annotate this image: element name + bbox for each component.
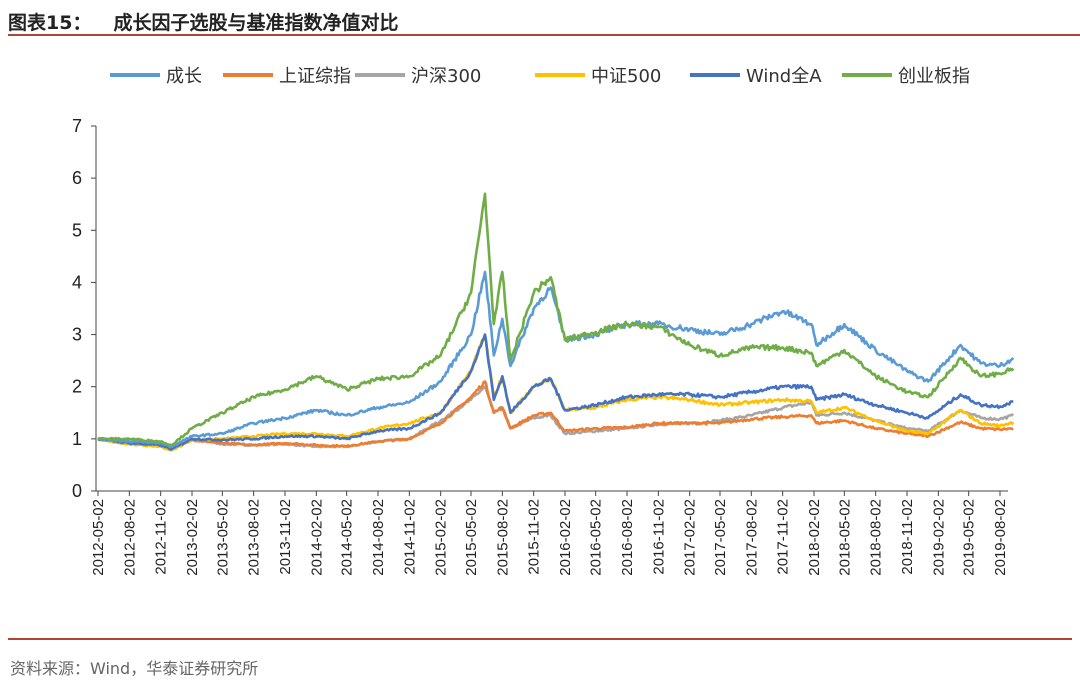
x-tick-label: 2015-08-02 (494, 499, 511, 576)
y-tick-label: 0 (72, 481, 82, 501)
y-tick-label: 7 (72, 116, 82, 136)
x-tick-label: 2014-02-02 (308, 499, 325, 576)
x-tick-label: 2017-08-02 (743, 499, 760, 576)
footer-divider (8, 638, 1072, 640)
x-tick-label: 2018-11-02 (899, 499, 916, 575)
x-tick-label: 2014-05-02 (339, 499, 356, 576)
y-tick-label: 6 (72, 168, 82, 188)
source-note: 资料来源：Wind，华泰证券研究所 (10, 659, 259, 678)
series-line-上证综指 (97, 380, 1014, 451)
legend-label: 上证综指 (279, 66, 351, 87)
figure-label: 图表15： (8, 12, 92, 34)
legend-label: Wind全A (746, 66, 822, 87)
x-tick-label: 2013-05-02 (214, 499, 231, 576)
x-tick-label: 2014-08-02 (370, 499, 387, 576)
x-tick-label: 2016-02-02 (557, 499, 574, 576)
legend-label: 沪深300 (411, 66, 481, 87)
x-tick-label: 2012-08-02 (121, 499, 138, 576)
x-tick-label: 2014-11-02 (401, 499, 418, 575)
x-tick-label: 2019-05-02 (961, 499, 978, 576)
chart-title: 图表15： 成长因子选股与基准指数净值对比 (8, 8, 398, 35)
x-tick-label: 2016-05-02 (588, 499, 605, 576)
legend-label: 创业板指 (898, 66, 970, 87)
x-tick-label: 2013-02-02 (184, 499, 201, 576)
series-line-创业板指 (97, 192, 1015, 447)
x-tick-label: 2013-11-02 (277, 499, 294, 575)
x-tick-label: 2013-08-02 (246, 499, 263, 576)
x-tick-label: 2015-11-02 (526, 499, 543, 575)
title-divider (8, 34, 1080, 36)
x-tick-label: 2019-08-02 (992, 499, 1009, 576)
legend-label: 成长 (166, 66, 202, 87)
x-tick-label: 2019-02-02 (930, 499, 947, 576)
x-tick-label: 2018-08-02 (868, 499, 885, 576)
y-tick-label: 1 (72, 429, 82, 449)
figure-title: 成长因子选股与基准指数净值对比 (113, 12, 399, 34)
y-tick-label: 3 (72, 325, 82, 345)
series-line-Wind全A (97, 333, 1014, 451)
y-tick-label: 2 (72, 377, 82, 397)
x-tick-label: 2015-05-02 (463, 499, 480, 576)
x-tick-label: 2017-05-02 (712, 499, 729, 576)
x-tick-label: 2016-11-02 (650, 499, 667, 575)
legend-label: 中证500 (591, 66, 661, 87)
y-tick-label: 4 (72, 272, 82, 292)
x-tick-label: 2018-02-02 (806, 499, 823, 576)
x-tick-label: 2018-05-02 (836, 499, 853, 576)
x-tick-label: 2017-11-02 (775, 499, 792, 575)
y-tick-label: 5 (72, 220, 82, 240)
x-tick-label: 2017-02-02 (682, 499, 699, 576)
x-tick-label: 2015-02-02 (433, 499, 450, 576)
x-tick-label: 2012-05-02 (90, 499, 107, 576)
x-tick-label: 2016-08-02 (619, 499, 636, 576)
x-tick-label: 2012-11-02 (153, 499, 170, 575)
